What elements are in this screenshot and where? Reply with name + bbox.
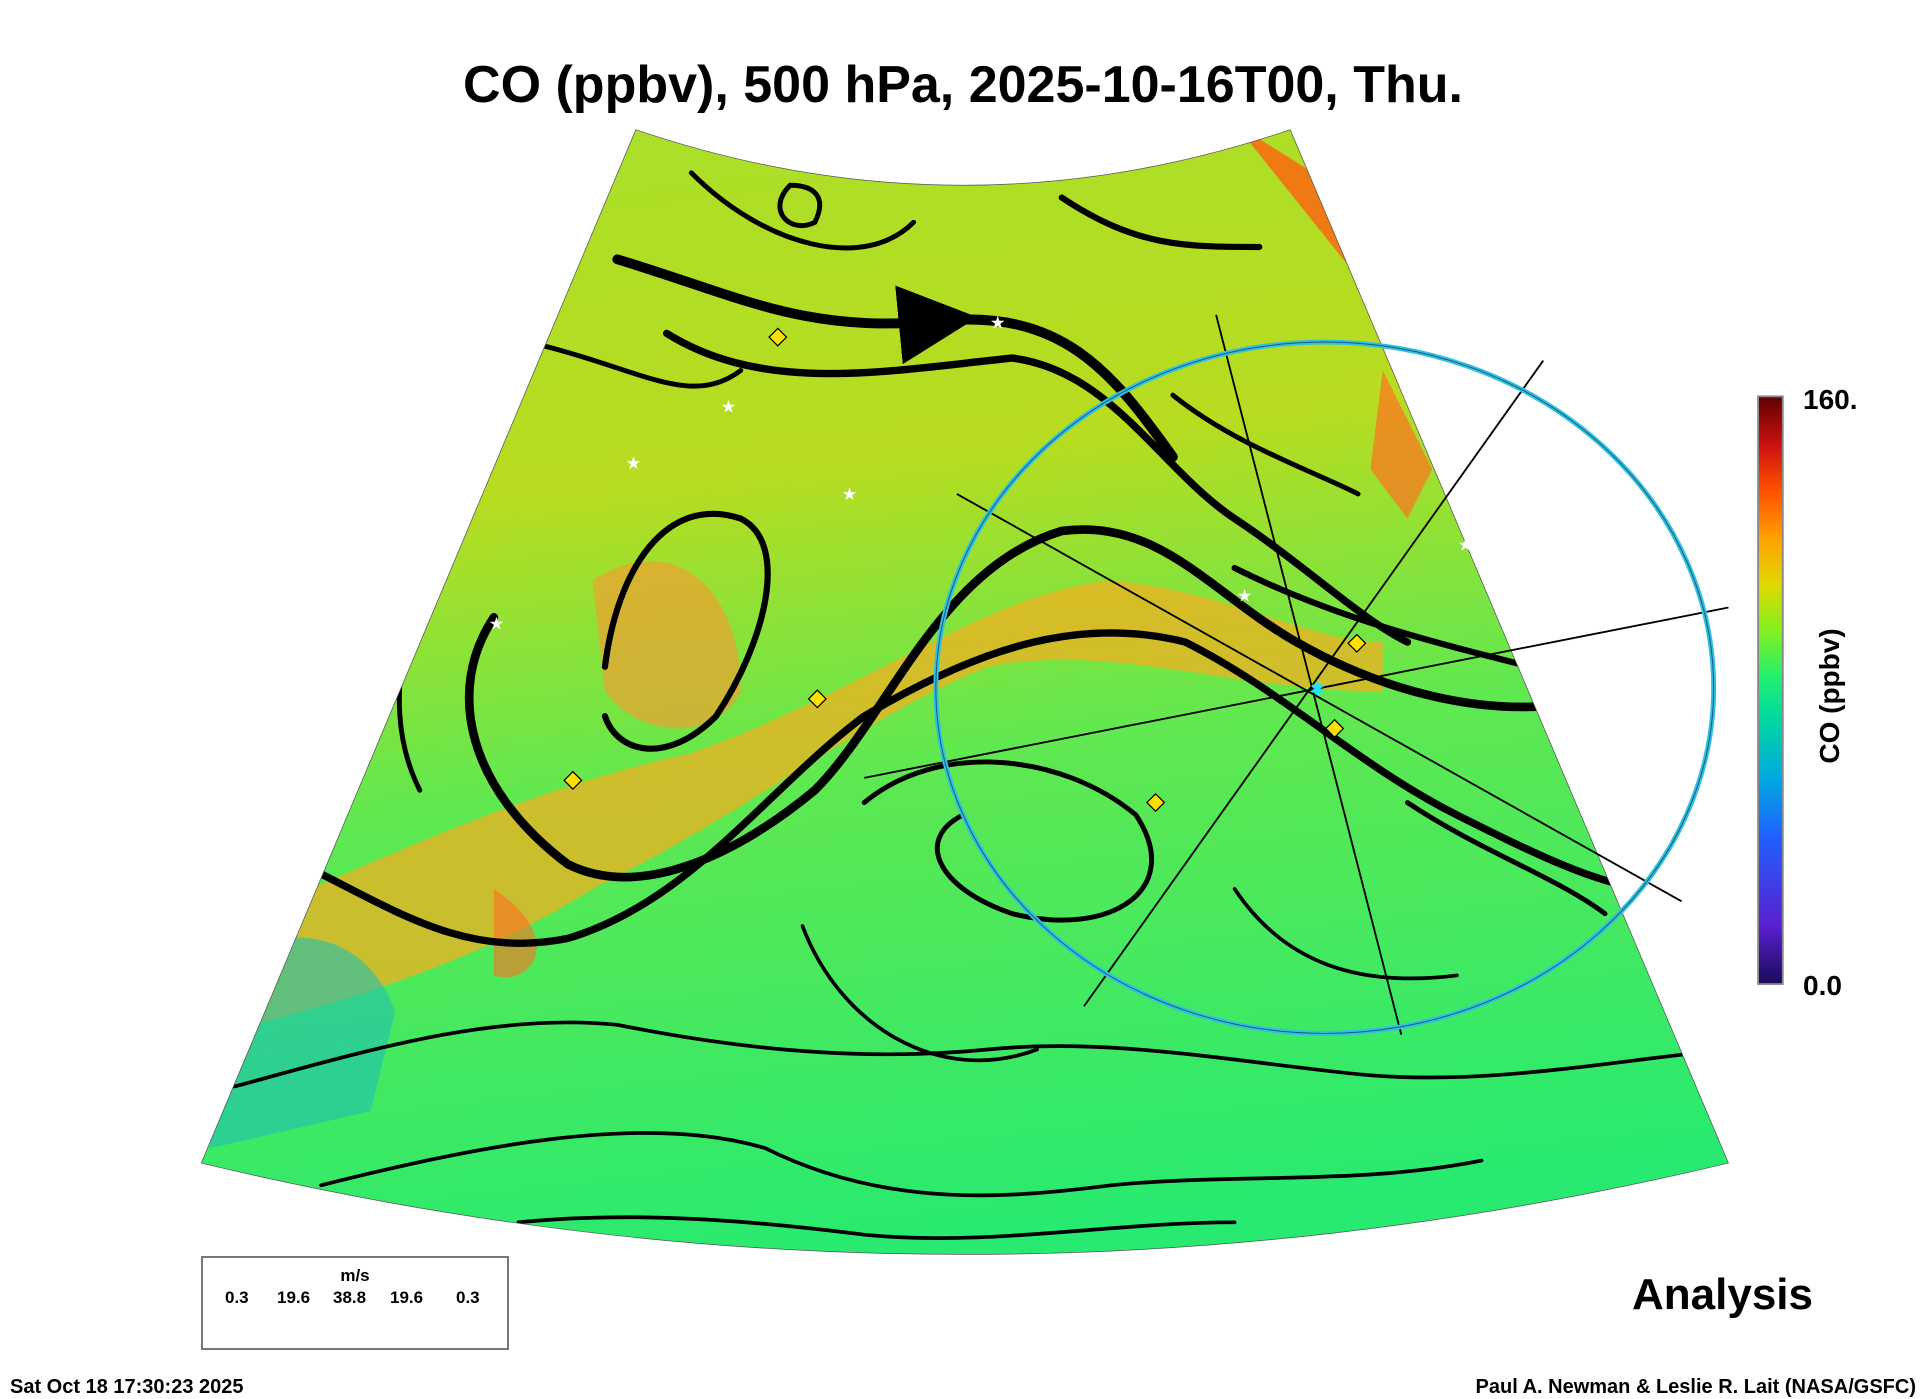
wind-speed-legend: m/s 0.3 19.6 38.8 19.6 0.3 [201,1256,509,1350]
product-label: Analysis [1632,1270,1813,1319]
flight-track-lines [864,314,1729,1035]
svg-text:★: ★ [1237,585,1252,605]
svg-text:★: ★ [626,453,641,473]
svg-text:★: ★ [489,614,504,634]
colorbar [1757,395,1784,985]
streamlines [232,170,1729,1240]
legend-value: 19.6 [277,1288,311,1307]
legend-value: 0.3 [225,1288,249,1307]
timestamp: Sat Oct 18 17:30:23 2025 [10,1376,244,1398]
svg-text:★: ★ [842,484,857,504]
site-markers [563,327,1367,813]
chart-title: CO (ppbv), 500 hPa, 2025-10-16T00, Thu. [463,56,1463,114]
svg-text:★: ★ [1458,535,1473,555]
star-markers: ★ ★ ★ ★ ★ ★ ★ [489,312,1474,633]
svg-text:★: ★ [721,396,736,416]
colorbar-title: CO (ppbv) [1814,628,1845,764]
legend-unit: m/s [340,1266,370,1285]
colorbar-max-label: 160. [1803,384,1858,415]
credit: Paul A. Newman & Leslie R. Lait (NASA/GS… [1475,1376,1916,1398]
map-border [200,129,1729,1255]
legend-value: 38.8 [333,1288,367,1307]
colorbar-min-label: 0.0 [1803,970,1842,1001]
legend-value: 0.3 [456,1288,480,1307]
legend-value: 19.6 [390,1288,424,1307]
svg-text:★: ★ [990,312,1005,332]
center-marker-icon: ✱ [1310,679,1324,699]
